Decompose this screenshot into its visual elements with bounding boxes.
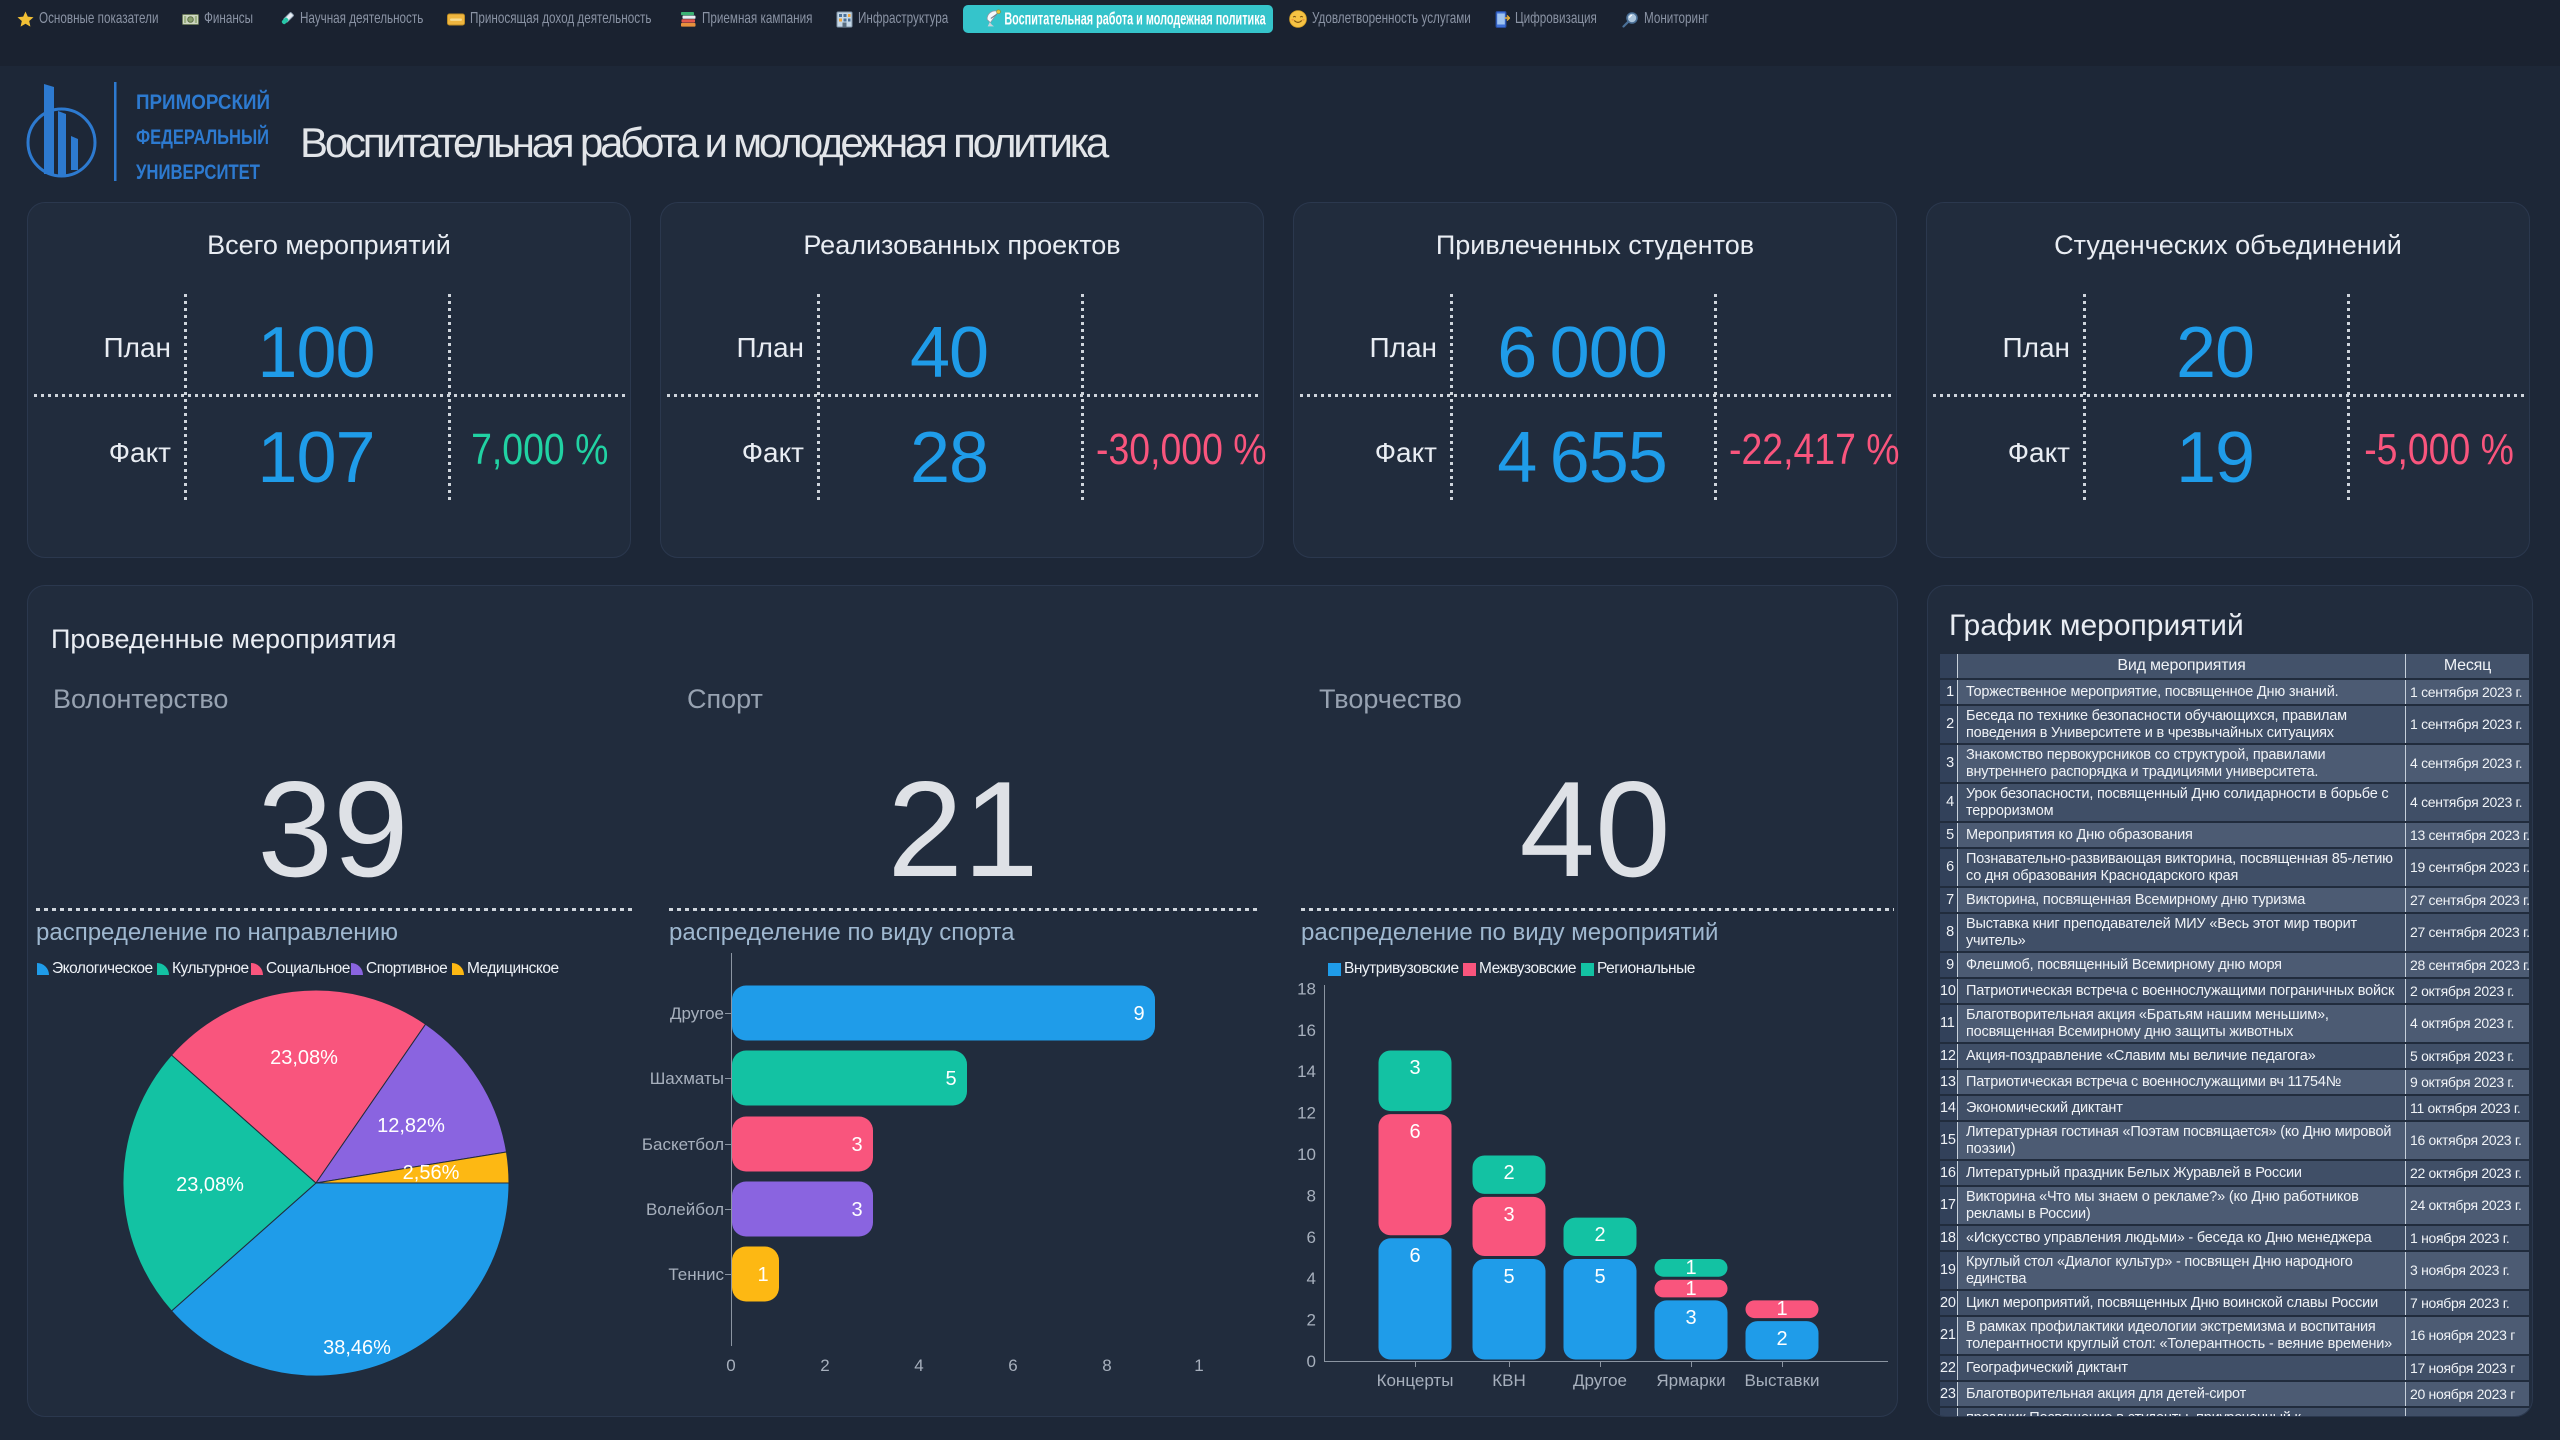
- svg-text:2: 2: [1776, 1328, 1787, 1350]
- svg-text:18: 18: [1297, 979, 1316, 998]
- svg-text:5: 5: [945, 1068, 956, 1090]
- svg-text:23,08%: 23,08%: [176, 1174, 244, 1196]
- svg-text:2: 2: [820, 1356, 829, 1375]
- svg-text:Выставки: Выставки: [1744, 1371, 1819, 1390]
- svg-text:2,56%: 2,56%: [403, 1162, 460, 1184]
- svg-text:ФЕДЕРАЛЬНЫЙ: ФЕДЕРАЛЬНЫЙ: [136, 125, 269, 149]
- svg-text:Теннис: Теннис: [668, 1265, 724, 1284]
- svg-text:Волейбол: Волейбол: [646, 1200, 724, 1219]
- svg-text:5: 5: [1503, 1266, 1514, 1288]
- svg-text:1: 1: [757, 1264, 768, 1286]
- svg-text:6: 6: [1409, 1121, 1420, 1143]
- svg-text:Ярмарки: Ярмарки: [1656, 1371, 1725, 1390]
- svg-text:6: 6: [1409, 1245, 1420, 1267]
- svg-text:16: 16: [1297, 1021, 1316, 1040]
- svg-text:Баскетбол: Баскетбол: [642, 1135, 724, 1154]
- svg-text:ПРИМОРСКИЙ: ПРИМОРСКИЙ: [136, 90, 270, 114]
- svg-text:10: 10: [1297, 1145, 1316, 1164]
- svg-text:1: 1: [1776, 1298, 1787, 1320]
- svg-text:Другое: Другое: [670, 1004, 724, 1023]
- svg-text:Концерты: Концерты: [1377, 1371, 1454, 1390]
- svg-text:2: 2: [1503, 1162, 1514, 1184]
- svg-text:6: 6: [1307, 1228, 1316, 1247]
- svg-text:1: 1: [1685, 1278, 1696, 1300]
- svg-text:38,46%: 38,46%: [323, 1337, 391, 1359]
- svg-text:5: 5: [1594, 1266, 1605, 1288]
- svg-text:3: 3: [851, 1134, 862, 1156]
- svg-text:0: 0: [726, 1356, 735, 1375]
- svg-text:3: 3: [851, 1199, 862, 1221]
- svg-text:12: 12: [1297, 1104, 1316, 1123]
- svg-text:1: 1: [1685, 1257, 1696, 1279]
- svg-text:КВН: КВН: [1492, 1371, 1526, 1390]
- svg-text:3: 3: [1409, 1057, 1420, 1079]
- svg-text:Другое: Другое: [1573, 1371, 1627, 1390]
- svg-text:12,82%: 12,82%: [377, 1115, 445, 1137]
- svg-text:14: 14: [1297, 1062, 1316, 1081]
- svg-text:Шахматы: Шахматы: [650, 1069, 724, 1088]
- svg-text:2: 2: [1307, 1311, 1316, 1330]
- svg-text:3: 3: [1685, 1307, 1696, 1329]
- svg-text:УНИВЕРСИТЕТ: УНИВЕРСИТЕТ: [136, 161, 260, 184]
- svg-text:4: 4: [914, 1356, 923, 1375]
- svg-text:9: 9: [1133, 1003, 1144, 1025]
- svg-text:23,08%: 23,08%: [270, 1047, 338, 1069]
- svg-text:3: 3: [1503, 1204, 1514, 1226]
- svg-text:2: 2: [1594, 1224, 1605, 1246]
- svg-text:8: 8: [1307, 1186, 1316, 1205]
- svg-text:4: 4: [1307, 1269, 1316, 1288]
- svg-text:1: 1: [1194, 1356, 1203, 1375]
- svg-text:6: 6: [1008, 1356, 1017, 1375]
- svg-text:0: 0: [1307, 1352, 1316, 1371]
- svg-text:8: 8: [1102, 1356, 1111, 1375]
